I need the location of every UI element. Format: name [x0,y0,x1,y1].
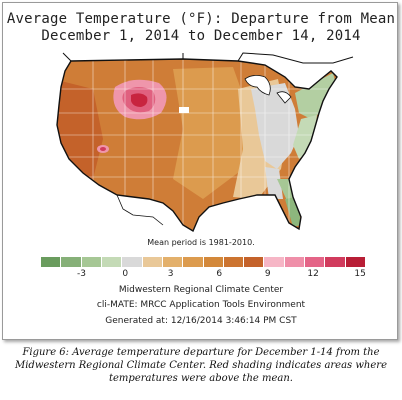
map-title-line2: December 1, 2014 to December 14, 2014 [41,28,361,44]
color-scale-ticks: -3 0 3 6 9 12 15 [41,269,366,281]
color-scale-tick-label: -3 [77,269,86,279]
color-scale-segment [305,257,326,267]
canada-border [62,52,354,64]
color-scale-segment [325,257,346,267]
color-scale-segment [61,257,82,267]
color-scale-tick-label: 3 [167,269,174,279]
color-scale-segment [264,257,285,267]
map-title-line1: Average Temperature (°F): Departure from… [6,11,396,27]
color-scale-segment [162,257,184,267]
figure-caption: Figure 6: Average temperature departure … [14,347,387,384]
region-blank-patch [179,107,189,113]
color-scale-segment [244,257,265,267]
region-basin-red [100,147,106,151]
region-near-normal-south [265,167,283,199]
credit-line-1: Midwestern Regional Climate Center [118,285,284,295]
credit-line-3: Generated at: 12/16/2014 3:46:14 PM CST [105,316,297,326]
us-temperature-map [56,52,354,233]
color-scale-segment [122,257,143,267]
color-scale-segment [41,257,62,267]
credit-line-2: cli-MATE: MRCC Application Tools Environ… [96,300,306,310]
color-scale-segment [223,257,245,267]
color-scale-tick-label: 6 [216,269,223,279]
mean-period-note: Mean period is 1981-2010. [147,238,255,247]
color-scale-segment [81,257,102,267]
us-outline [56,58,338,233]
color-scale-tick-label: 12 [307,269,319,279]
color-scale-segment [183,257,204,267]
region-northeast-green [295,73,337,119]
great-lakes [244,75,292,104]
color-scale-segment [345,257,365,267]
region-plains-light [173,67,248,199]
region-rockies-red [131,93,148,107]
color-scale-tick-label: 0 [122,269,129,279]
mexico-border [116,194,164,226]
color-scale-segment [284,257,306,267]
region-near-normal [251,83,299,169]
color-scale-segment [203,257,224,267]
color-scale-tick-label: 15 [354,269,366,279]
color-scale-segment [142,257,163,267]
map-frame: Average Temperature (°F): Departure from… [2,2,398,340]
color-scale-bar [41,257,365,267]
color-scale-tick-label: 9 [264,269,271,279]
color-scale-segment [101,257,123,267]
